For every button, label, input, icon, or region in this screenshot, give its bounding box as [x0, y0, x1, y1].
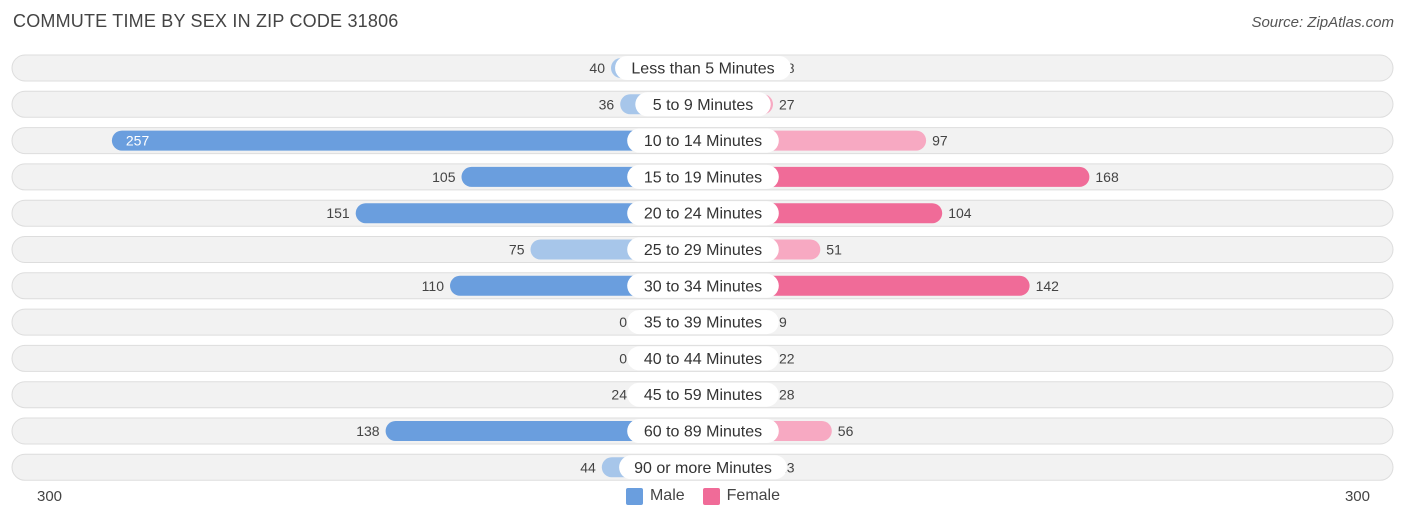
- category-pill: [627, 128, 779, 153]
- value-label-female: 168: [1095, 169, 1119, 185]
- category-pill: [627, 382, 779, 407]
- bar-male: [111, 130, 703, 151]
- bar-female: [703, 275, 1030, 296]
- value-label-female: 51: [826, 242, 842, 258]
- category-label: 5 to 9 Minutes: [653, 97, 754, 114]
- category-label: 30 to 34 Minutes: [644, 278, 762, 295]
- legend-swatch-male: [625, 487, 643, 505]
- category-pill: [627, 310, 779, 335]
- category-pill: [627, 237, 779, 262]
- legend: Male Female: [0, 487, 1406, 505]
- category-pill: [615, 56, 791, 80]
- value-label-male: 138: [356, 423, 380, 439]
- axis-right-label: 300: [1344, 488, 1370, 505]
- bar-female: [703, 166, 1090, 187]
- value-label-male: 0: [619, 350, 627, 366]
- value-label-female: 28: [779, 387, 795, 403]
- category-pill: [627, 273, 779, 298]
- value-label-female: 142: [1036, 278, 1060, 294]
- value-label-male: 75: [509, 242, 525, 258]
- category-label: 20 to 24 Minutes: [644, 206, 762, 223]
- value-label-male: 110: [422, 278, 445, 294]
- value-label-male: 40: [589, 60, 605, 76]
- legend-swatch-female: [702, 487, 720, 505]
- bar-male: [355, 203, 703, 224]
- category-label: 60 to 89 Minutes: [644, 424, 762, 441]
- category-label: 90 or more Minutes: [634, 460, 772, 477]
- value-label-male: 151: [326, 205, 350, 221]
- category-pill: [627, 346, 779, 371]
- value-label-female: 56: [838, 423, 854, 439]
- category-pill: [627, 419, 779, 443]
- bar-male: [385, 421, 703, 441]
- value-label-male: 44: [580, 459, 596, 475]
- value-label-female: 9: [779, 314, 787, 330]
- category-label: 10 to 14 Minutes: [644, 133, 762, 150]
- legend-item-female[interactable]: Female: [702, 487, 781, 505]
- value-label-female: 22: [779, 350, 795, 366]
- value-label-male: 0: [619, 314, 627, 330]
- category-label: Less than 5 Minutes: [631, 61, 774, 78]
- chart-title: COMMUTE TIME BY SEX IN ZIP CODE 31806: [13, 11, 399, 31]
- value-label-female: 104: [948, 205, 972, 221]
- legend-label-female: Female: [726, 487, 781, 504]
- value-label-male: 36: [599, 96, 615, 112]
- value-label-female: 97: [932, 133, 948, 149]
- value-label-female: 27: [779, 96, 795, 112]
- category-pill: [619, 455, 787, 480]
- value-label-male: 257: [126, 133, 150, 149]
- category-label: 45 to 59 Minutes: [644, 387, 762, 404]
- category-pill: [627, 201, 779, 226]
- category-label: 40 to 44 Minutes: [644, 351, 762, 368]
- category-label: 35 to 39 Minutes: [644, 315, 762, 332]
- category-label: 15 to 19 Minutes: [644, 169, 762, 186]
- category-pill: [627, 164, 779, 189]
- value-label-male: 105: [432, 169, 456, 185]
- axis-left-label: 300: [37, 488, 63, 505]
- value-label-male: 24: [611, 387, 627, 403]
- category-pill: [635, 92, 771, 117]
- legend-item-male[interactable]: Male: [625, 487, 685, 505]
- chart-source: Source: ZipAtlas.com: [1251, 14, 1394, 31]
- category-label: 25 to 29 Minutes: [644, 242, 762, 259]
- legend-label-male: Male: [649, 487, 685, 504]
